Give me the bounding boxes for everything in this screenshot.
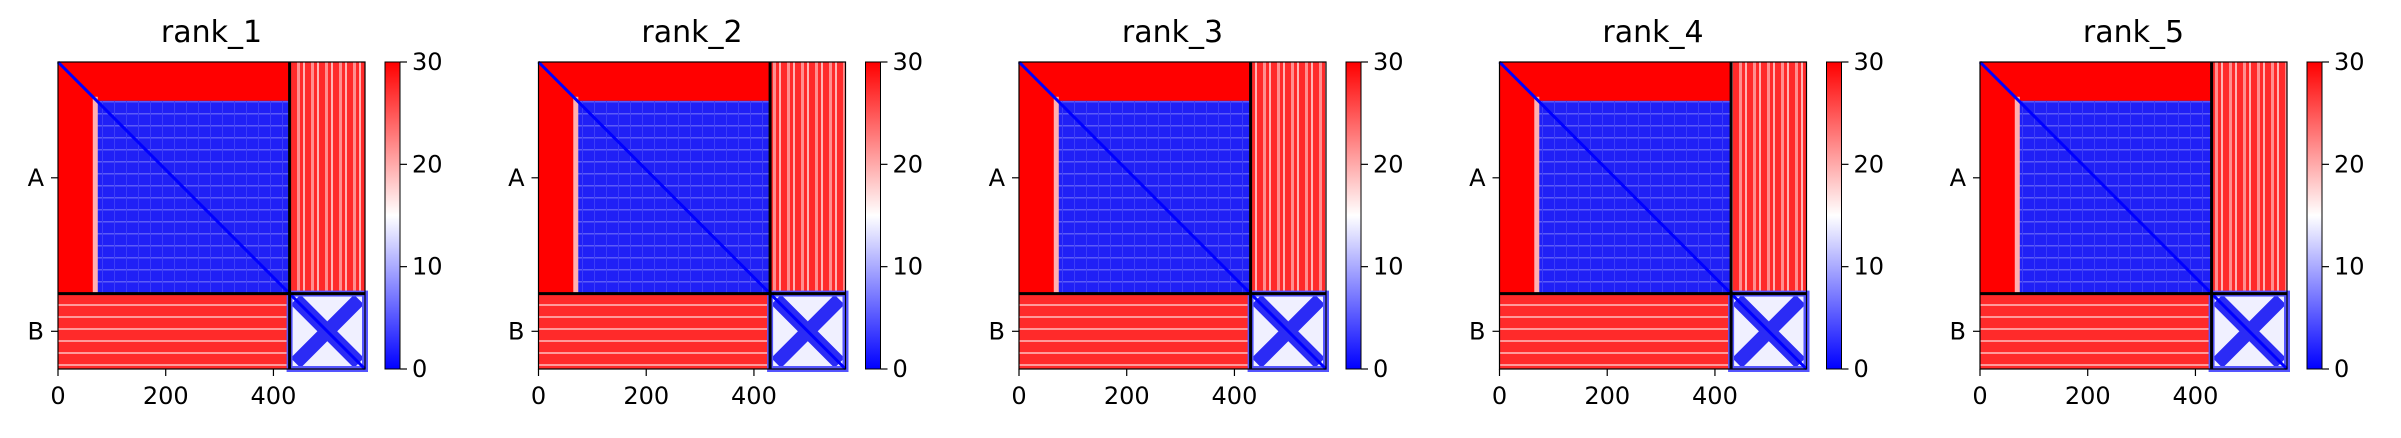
panel-rank_4: rank_4 0 200 400 A B 0 10 20 30 (1469, 15, 1884, 410)
y-chain-label: A (989, 164, 1006, 192)
panel-rank_5: rank_5 0 200 400 A B 0 10 20 30 (1950, 15, 2365, 410)
y-chain-label: B (508, 317, 524, 345)
colorbar (2306, 61, 2323, 370)
heatmap-block-ba (538, 293, 771, 369)
heatmap-band (2014, 96, 2020, 294)
panel-title: rank_5 (2083, 15, 2184, 50)
colorbar-tick-label: 30 (1373, 48, 1404, 76)
heatmap-diagonal (1978, 60, 2289, 371)
panel-rank_2: rank_2 0 200 400 A B 0 10 20 30 (508, 15, 923, 410)
y-chain-label: B (28, 317, 44, 345)
heatmap-band (573, 96, 579, 294)
colorbar (1826, 61, 1842, 370)
x-tick-label: 400 (1692, 382, 1738, 410)
x-tick-label: 400 (2173, 382, 2219, 410)
x-tick-label: 0 (531, 382, 546, 410)
panel-title: rank_4 (1602, 15, 1703, 50)
colorbar-tick-label: 10 (412, 253, 443, 281)
axes-frame (1498, 61, 1808, 370)
axes-frame (1979, 61, 2288, 370)
colorbar-tick-label: 0 (1854, 355, 1869, 383)
y-chain-label: A (508, 164, 525, 192)
colorbar-tick-label: 0 (412, 355, 427, 383)
y-chain-label: A (1469, 164, 1486, 192)
heatmap-diagonal (56, 60, 367, 371)
panel-rank_1: rank_1 0 200 400 A B 0 10 20 30 (28, 15, 443, 410)
x-tick-label: 400 (731, 382, 777, 410)
heatmap-block-ba (58, 293, 290, 369)
panel-title: rank_2 (641, 15, 742, 50)
colorbar (1345, 61, 1362, 370)
x-tick-label: 400 (251, 382, 297, 410)
colorbar-tick-label: 0 (893, 355, 908, 383)
axes-frame (1018, 61, 1327, 370)
colorbar-tick-label: 20 (412, 150, 443, 178)
heatmap-diagonal (1017, 60, 1328, 371)
axes-frame (57, 61, 366, 370)
y-chain-label: B (989, 317, 1005, 345)
y-chain-label: A (1950, 164, 1967, 192)
colorbar-tick-label: 10 (1373, 253, 1404, 281)
heatmap-block-ba (1980, 293, 2212, 369)
heatmap-block-ab (770, 62, 846, 294)
y-chain-label: B (1469, 317, 1485, 345)
colorbar-tick-label: 10 (893, 253, 924, 281)
heatmap-block-ba (1019, 293, 1251, 369)
colorbar-tick-label: 20 (2334, 150, 2365, 178)
x-tick-label: 200 (2065, 382, 2111, 410)
y-chain-label: B (1950, 317, 1966, 345)
x-tick-label: 400 (1212, 382, 1258, 410)
heatmap-block-ab (2211, 62, 2287, 294)
x-tick-label: 0 (50, 382, 65, 410)
colorbar-tick-label: 0 (1373, 355, 1388, 383)
x-tick-label: 0 (1011, 382, 1026, 410)
heatmap-band (1053, 96, 1059, 294)
colorbar (384, 61, 401, 370)
x-tick-label: 200 (143, 382, 189, 410)
y-chain-label: A (28, 164, 45, 192)
colorbar-tick-label: 30 (1854, 48, 1885, 76)
heatmap-block-ab (289, 62, 365, 294)
colorbar-tick-label: 10 (2334, 253, 2365, 281)
x-tick-label: 200 (623, 382, 669, 410)
axes-frame (537, 61, 847, 370)
panel-title: rank_3 (1122, 15, 1223, 50)
heatmap-band (92, 96, 98, 294)
colorbar-tick-label: 30 (2334, 48, 2365, 76)
colorbar-tick-label: 20 (1854, 150, 1885, 178)
colorbar-tick-label: 30 (412, 48, 443, 76)
colorbar-tick-label: 20 (893, 150, 924, 178)
x-tick-label: 0 (1972, 382, 1987, 410)
colorbar-tick-label: 0 (2334, 355, 2349, 383)
colorbar-tick-label: 10 (1854, 253, 1885, 281)
heatmap-block-ba (1499, 293, 1732, 369)
heatmap-block-ab (1731, 62, 1807, 294)
x-tick-label: 0 (1492, 382, 1507, 410)
colorbar-tick-label: 30 (893, 48, 924, 76)
colorbar (865, 61, 881, 370)
colorbar-tick-label: 20 (1373, 150, 1404, 178)
panel-title: rank_1 (161, 15, 262, 50)
x-tick-label: 200 (1584, 382, 1630, 410)
heatmap-diagonal (1498, 60, 1808, 371)
panel-rank_3: rank_3 0 200 400 A B 0 10 20 30 (989, 15, 1404, 410)
heatmap-diagonal (537, 60, 847, 371)
x-tick-label: 200 (1104, 382, 1150, 410)
heatmap-band (1534, 96, 1540, 294)
heatmap-block-ab (1250, 62, 1326, 294)
